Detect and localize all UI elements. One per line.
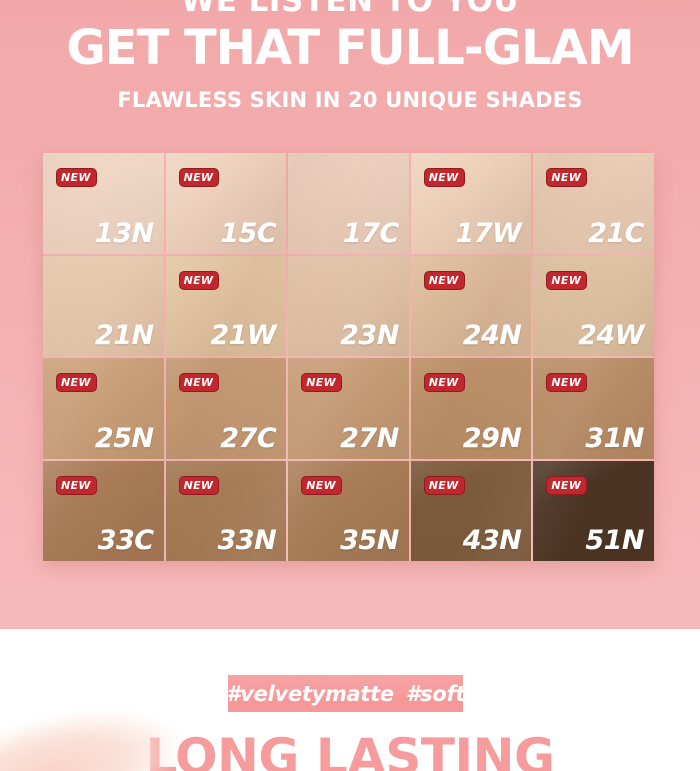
shade-code-label: 29N — [462, 422, 522, 454]
hero-topline-text: WE LISTEN TO YOU — [181, 0, 519, 19]
shade-swatch: NEW 27N — [288, 358, 409, 459]
new-badge: NEW — [178, 168, 220, 187]
shade-swatch: NEW 33N — [165, 460, 287, 561]
footer-headline: LONG LASTING — [145, 728, 555, 771]
shade-code-label: 13N — [94, 217, 154, 249]
shade-swatch: NEW 29N — [410, 358, 532, 459]
shade-swatch: NEW 15C — [165, 153, 287, 254]
shade-code-label: 27C — [220, 422, 277, 454]
shade-code-label: 33N — [217, 525, 277, 556]
shade-swatch: NEW 13N — [43, 153, 164, 254]
new-badge: NEW — [546, 168, 588, 187]
shade-code-label: 24W — [578, 320, 644, 351]
shade-code-label: 43N — [462, 525, 522, 556]
hero-subtitle: FLAWLESS SKIN IN 20 UNIQUE SHADES — [117, 88, 583, 112]
shade-code-label: 51N — [585, 525, 644, 556]
shade-code-label: 21N — [94, 320, 154, 351]
corner-photo-fragment — [0, 688, 189, 771]
new-badge: NEW — [301, 373, 342, 392]
shade-swatch: NEW 43N — [410, 460, 532, 561]
shade-code-label: 21W — [210, 320, 277, 351]
shade-code-label: 21C — [588, 217, 644, 249]
new-badge: NEW — [546, 270, 588, 290]
shade-swatch: NEW 33C — [43, 460, 164, 561]
shade-code-label: 35N — [340, 525, 399, 556]
footer-section: #velvetymatte #soft LONG LASTING — [0, 629, 700, 771]
new-badge: NEW — [423, 168, 465, 187]
hashtag-badge: #velvetymatte #soft — [225, 675, 466, 712]
shade-swatch: NEW 21C — [533, 153, 654, 254]
shade-code-label: 17W — [455, 217, 522, 249]
shade-swatch: NEW 21N — [43, 255, 164, 356]
new-badge: NEW — [423, 373, 465, 392]
new-badge: NEW — [178, 475, 220, 495]
shade-swatch: NEW 31N — [533, 358, 654, 459]
new-badge: NEW — [56, 373, 97, 392]
new-badge: NEW — [546, 373, 588, 392]
new-badge: NEW — [301, 475, 342, 495]
shade-swatch: NEW 51N — [533, 460, 654, 561]
shade-code-label: 24N — [462, 320, 522, 351]
shade-code-label: 23N — [340, 320, 399, 351]
shade-swatch: NEW 21W — [165, 255, 287, 356]
new-badge: NEW — [178, 373, 220, 392]
new-badge: NEW — [178, 270, 220, 290]
hero-title: GET THAT FULL-GLAM — [66, 20, 634, 76]
shade-code-label: 27N — [340, 422, 399, 454]
shade-swatch: NEW 27C — [165, 358, 287, 459]
shade-code-label: 33C — [97, 525, 154, 556]
shade-swatch: NEW 17C — [288, 153, 409, 254]
hero-section: WE LISTEN TO YOU GET THAT FULL-GLAM FLAW… — [0, 0, 700, 629]
shade-code-label: 25N — [94, 422, 154, 454]
shade-swatch: NEW 25N — [43, 358, 164, 459]
hashtag-badge-text: #velvetymatte #soft — [225, 681, 466, 706]
shade-code-label: 15C — [220, 217, 277, 249]
new-badge: NEW — [423, 475, 465, 495]
new-badge: NEW — [56, 475, 97, 495]
shade-code-label: 17C — [342, 217, 399, 249]
shade-code-label: 31N — [585, 422, 644, 454]
shade-swatch: NEW 23N — [288, 255, 409, 356]
new-badge: NEW — [423, 270, 465, 290]
shade-swatch: NEW 17W — [410, 153, 532, 254]
shade-grid: NEW 13N NEW 15C NEW 17C NEW 17W NEW 21C … — [43, 153, 654, 561]
shade-swatch: NEW 24N — [410, 255, 532, 356]
new-badge: NEW — [56, 168, 97, 187]
shade-swatch: NEW 24W — [533, 255, 654, 356]
new-badge: NEW — [546, 475, 588, 495]
shade-swatch: NEW 35N — [288, 460, 409, 561]
